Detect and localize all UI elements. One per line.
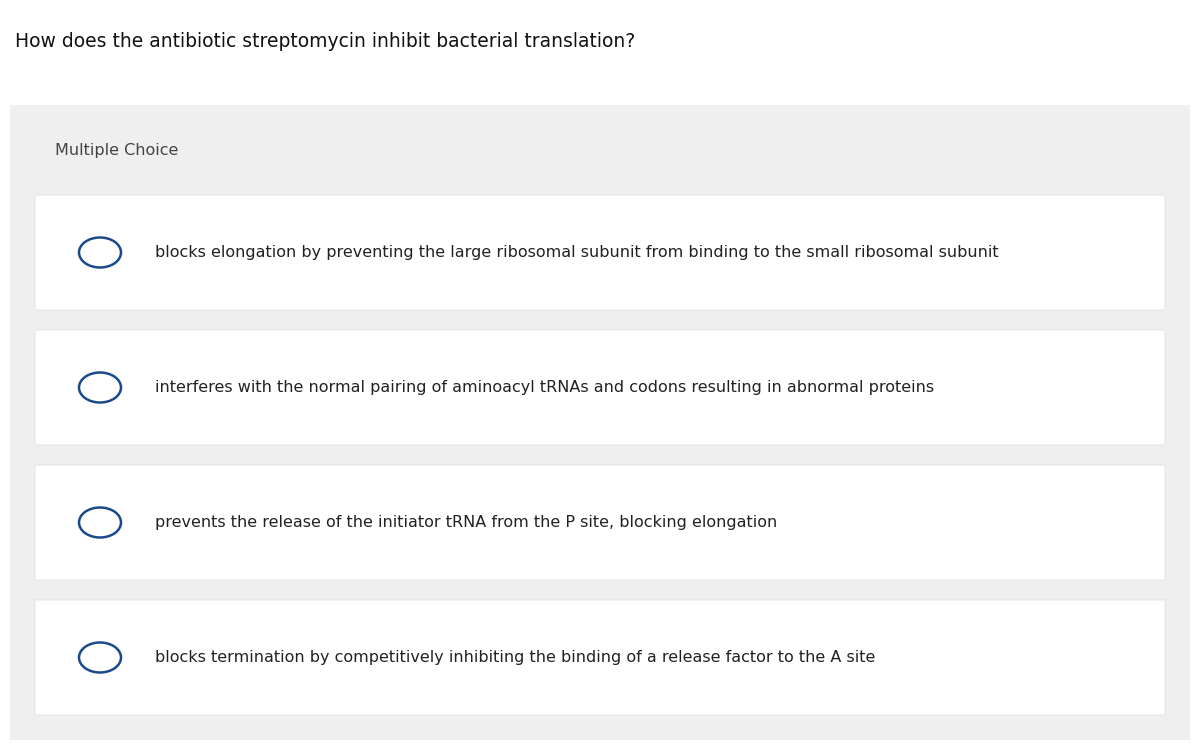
- FancyBboxPatch shape: [35, 465, 1165, 580]
- Ellipse shape: [79, 372, 121, 402]
- FancyBboxPatch shape: [35, 600, 1165, 715]
- Ellipse shape: [79, 507, 121, 537]
- Text: How does the antibiotic streptomycin inhibit bacterial translation?: How does the antibiotic streptomycin inh…: [14, 32, 635, 51]
- Text: blocks elongation by preventing the large ribosomal subunit from binding to the : blocks elongation by preventing the larg…: [155, 245, 998, 260]
- Text: blocks termination by competitively inhibiting the binding of a release factor t: blocks termination by competitively inhi…: [155, 650, 875, 665]
- Ellipse shape: [79, 642, 121, 673]
- Text: Multiple Choice: Multiple Choice: [55, 143, 179, 158]
- Text: interferes with the normal pairing of aminoacyl tRNAs and codons resulting in ab: interferes with the normal pairing of am…: [155, 380, 934, 395]
- Text: prevents the release of the initiator tRNA from the P site, blocking elongation: prevents the release of the initiator tR…: [155, 515, 778, 530]
- Ellipse shape: [79, 238, 121, 267]
- FancyBboxPatch shape: [35, 330, 1165, 445]
- FancyBboxPatch shape: [10, 105, 1190, 740]
- FancyBboxPatch shape: [35, 195, 1165, 310]
